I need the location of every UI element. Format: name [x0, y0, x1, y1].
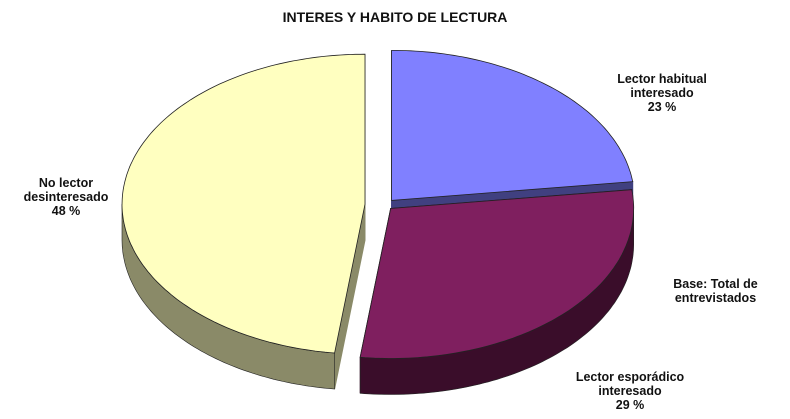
- slice-label: Lector esporádico interesado: [575, 370, 685, 398]
- annotation: Base: Total de entrevistados: [673, 277, 758, 305]
- slice: [391, 50, 634, 201]
- slice-label: No lector desinteresado: [23, 176, 109, 204]
- value-label: 48 %: [51, 204, 81, 218]
- slice-label: Lector habitual interesado: [617, 72, 707, 100]
- slice: [359, 189, 635, 359]
- value-label: 29 %: [615, 398, 645, 412]
- slice: [121, 53, 366, 354]
- chart-title: INTERES Y HABITO DE LECTURA: [282, 9, 508, 25]
- value-label: 23 %: [647, 100, 677, 114]
